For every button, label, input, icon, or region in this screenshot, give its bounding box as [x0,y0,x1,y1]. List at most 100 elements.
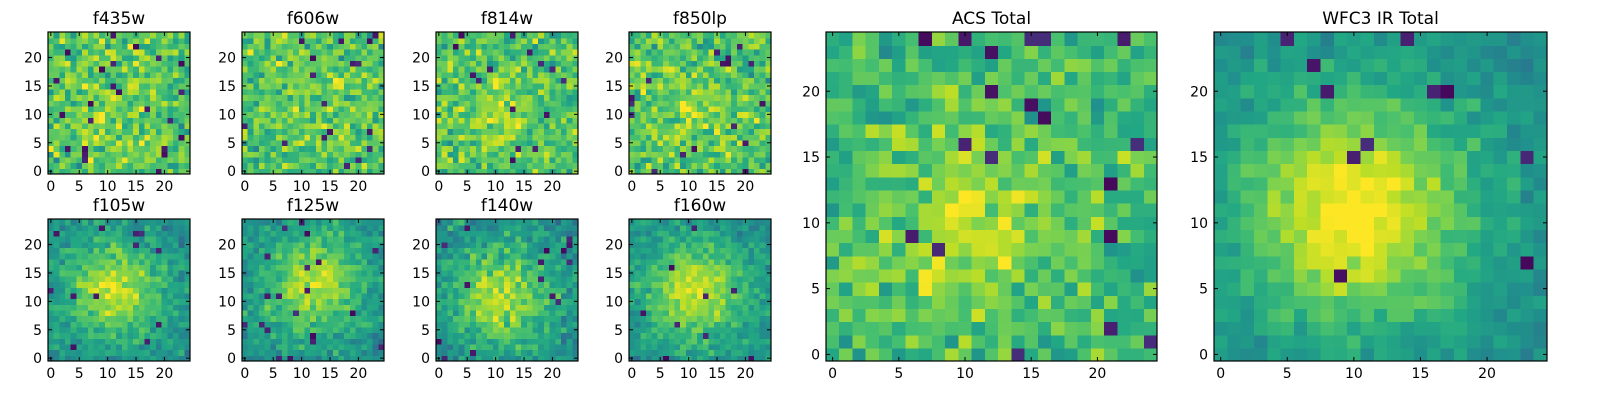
heatmap-cell [82,219,89,226]
heatmap-cell [470,54,477,61]
heatmap-cell [372,258,379,266]
heatmap-cell [515,37,522,44]
heatmap-cell [663,32,670,39]
heatmap-cell [276,304,283,311]
heatmap-cell [748,349,755,356]
heatmap-cell [133,338,140,345]
heatmap-cell [53,145,60,152]
heatmap-cell [150,60,157,67]
heatmap-cell [509,264,517,271]
heatmap-cell [116,258,123,266]
heatmap-cell [543,134,551,141]
heatmap-cell [116,162,123,169]
heatmap-cell [99,270,106,277]
heatmap-cell [475,287,483,294]
heatmap-cell [116,54,123,61]
heatmap-cell [127,264,134,271]
heatmap-cell [436,304,443,311]
heatmap-cell [184,338,191,345]
heatmap-cell [702,156,710,164]
heatmap-cell [150,168,157,175]
heatmap-cell [566,230,573,237]
heatmap-cell [293,236,300,243]
heatmap-cell [178,60,185,67]
heatmap-cell [321,54,328,61]
heatmap-cell [355,253,362,260]
heatmap-cell [651,156,658,164]
heatmap-cell [298,349,306,356]
heatmap-cell [765,156,772,164]
heatmap-cell [458,117,465,124]
heatmap-cell [321,224,328,231]
heatmap-cell [48,309,55,317]
heatmap-cell [526,54,534,61]
heatmap-cell [663,304,670,311]
heatmap-cell [116,332,123,339]
y-tick-label: 15 [24,79,42,95]
heatmap-cell [441,349,448,356]
heatmap-cell [144,139,151,147]
heatmap-cell [242,66,249,73]
heatmap-cell [538,122,545,130]
heatmap-cell [492,281,500,288]
heatmap-cell [549,71,556,79]
heatmap-cell [538,315,545,322]
heatmap-cell [93,71,100,79]
heatmap-cell [247,275,254,283]
heatmap-cell [178,275,185,283]
heatmap-cell [464,54,471,61]
heatmap-cell [321,43,328,50]
heatmap-cell [509,253,517,260]
heatmap-cell [498,270,505,277]
heatmap-cell [759,156,766,164]
heatmap-cell [663,111,670,118]
heatmap-cell [555,326,562,334]
heatmap-cell [127,292,134,300]
heatmap-cell [315,298,323,305]
heatmap-cell [99,43,106,50]
heatmap-cell [646,162,653,169]
heatmap-cell [167,168,174,175]
heatmap-cell [668,315,676,322]
heatmap-cell [492,338,500,345]
heatmap-cell [481,54,488,61]
heatmap-cell [167,162,174,169]
heatmap-cell [566,117,573,124]
heatmap-cell [178,168,185,175]
heatmap-cell [178,122,185,130]
heatmap-cell [287,309,294,317]
x-tick-label: 15 [515,366,533,382]
heatmap-cell [492,71,500,79]
heatmap-cell [498,224,505,231]
heatmap-cell [167,43,174,50]
heatmap-cell [133,43,140,50]
x-tick-label: 15 [321,179,339,195]
heatmap-cell [281,309,289,317]
heatmap-cell [714,88,721,96]
heatmap-cell [372,253,379,260]
x-tick-label: 10 [99,179,117,195]
heatmap-cell [736,332,744,339]
heatmap-cell [538,253,545,260]
heatmap-cell [349,134,357,141]
heatmap-cell [572,321,579,328]
heatmap-cell [504,241,511,248]
heatmap-cell [259,236,266,243]
heatmap-cell [498,60,505,67]
heatmap-cell [355,287,362,294]
heatmap-cell [138,105,146,113]
heatmap-cell [498,168,505,175]
heatmap-cell [453,105,460,113]
heatmap-cell [521,145,528,152]
heatmap-cell [76,309,83,317]
heatmap-cell [178,54,185,61]
heatmap-cell [349,32,357,39]
heatmap-cell [355,275,362,283]
heatmap-cell [321,275,328,283]
heatmap-cell [674,100,681,107]
heatmap-cell [719,287,727,294]
heatmap-cell [372,122,379,130]
heatmap-cell [447,66,454,73]
y-tick-label: 20 [24,238,42,254]
heatmap-cell [184,71,191,79]
